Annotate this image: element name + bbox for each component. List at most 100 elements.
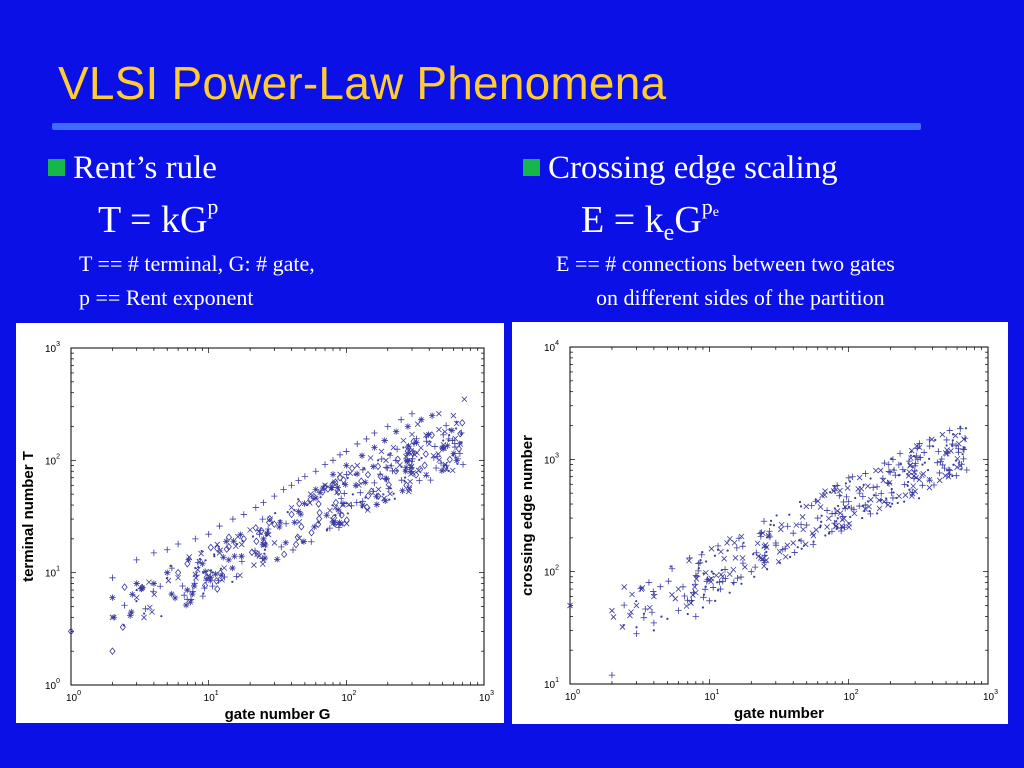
data-points [67,396,468,656]
data-point-dot [800,547,803,550]
data-point-x [296,518,303,525]
y-tick-label: 101 [45,566,60,580]
crossing-note: E == # connections between two gates on … [556,247,996,315]
data-point-plus [943,436,950,444]
data-point-dot [364,496,367,499]
data-point-dot [945,444,948,447]
data-points [567,425,970,679]
data-point-dot [869,477,872,480]
data-point-diamond [377,472,384,481]
data-point-plus [960,455,967,463]
bullet-square-icon [523,159,540,176]
data-point-x [409,431,415,438]
data-point-plus [259,515,266,523]
data-point-x [265,531,272,538]
x-tick-label: 103 [479,690,494,704]
data-point-star [220,554,227,561]
data-point-plus [791,549,798,556]
data-point-x [838,523,845,529]
data-point-star [392,428,400,435]
y-tick-label: 103 [45,341,60,355]
data-point-star [295,508,302,515]
data-point-plus [335,524,343,531]
data-point-plus [949,440,956,448]
data-point-x [738,533,745,540]
data-point-x [219,577,225,583]
data-point-plus [753,549,760,557]
data-point-x [784,542,791,549]
data-point-star [260,535,267,543]
data-point-plus [730,579,738,586]
data-point-plus [393,445,401,453]
data-point-diamond [338,511,345,519]
data-point-x [383,457,389,464]
data-point-plus [938,455,945,463]
data-point-dot [819,526,822,529]
data-point-x [453,420,460,427]
data-point-dot [836,517,839,520]
data-point-star [189,590,196,598]
data-point-dot [393,497,396,500]
data-point-plus [920,449,928,456]
data-point-dot [921,463,924,466]
data-point-x [198,550,204,557]
data-point-plus [831,487,839,494]
data-point-dot [710,570,713,573]
data-point-dot [849,515,852,519]
data-point-dot [325,529,328,532]
data-point-star [109,594,116,601]
data-point-plus [326,524,334,532]
x-tick-label: 100 [66,690,81,704]
y-tick-label: 103 [544,452,559,466]
data-point-star [334,506,342,514]
data-point-plus [833,482,841,489]
data-point-dot [415,451,418,454]
data-point-plus [714,542,722,550]
data-point-dot [958,461,961,464]
data-point-x [186,554,193,560]
data-point-plus [397,416,405,423]
data-point-plus [930,481,938,489]
data-point-diamond [248,548,256,557]
data-point-dot [686,612,689,616]
data-point-plus [913,452,920,460]
data-point-plus [914,456,922,463]
data-point-plus [717,585,724,593]
data-point-plus [859,493,867,500]
data-point-x [691,584,698,590]
data-point-dot [908,488,911,491]
data-point-dot [241,539,244,543]
data-point-star [276,519,284,526]
data-point-x [803,503,810,510]
data-point-plus [719,578,727,585]
data-point-diamond [407,447,414,456]
data-point-plus [692,572,700,579]
data-point-plus [445,435,453,443]
data-point-plus [174,540,182,548]
data-point-plus [862,501,869,509]
data-point-plus [690,589,697,596]
data-point-plus [706,597,713,605]
data-point-diamond [417,465,424,474]
data-point-dot [454,456,457,459]
data-point-star [190,582,198,590]
data-point-dot [947,472,950,475]
data-point-x [909,493,915,499]
data-point-star [138,585,145,593]
data-point-star [312,494,320,502]
data-point-plus [849,473,856,480]
data-point-diamond [109,647,116,656]
data-point-diamond [324,485,332,493]
data-point-x [354,462,361,469]
data-point-x [837,487,843,494]
data-point-plus [370,488,377,495]
data-point-dot [418,458,421,461]
data-point-star [438,444,446,452]
data-point-plus [939,461,946,469]
data-point-x [627,612,633,619]
data-point-plus [909,489,916,496]
data-point-plus [357,489,364,496]
data-point-plus [359,498,366,505]
data-point-dot [848,480,852,483]
data-point-x [149,609,155,615]
